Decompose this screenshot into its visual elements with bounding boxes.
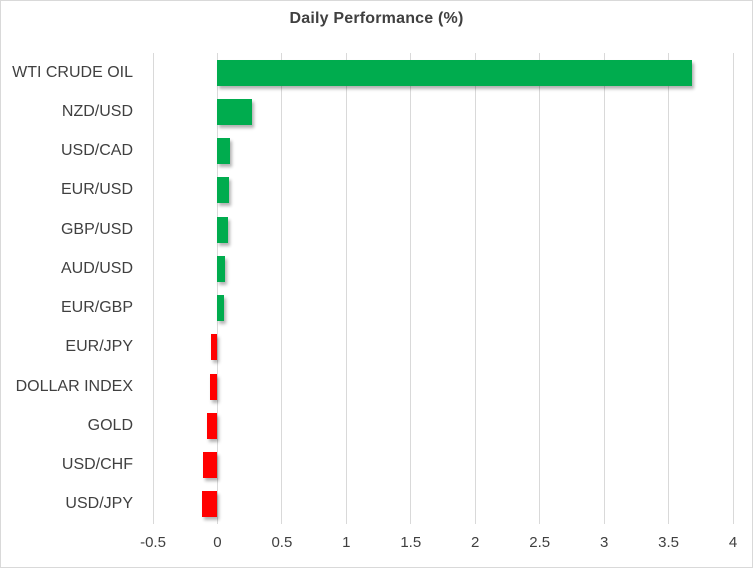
x-tick-label: 3 <box>599 534 609 551</box>
gridline-4 <box>732 53 734 524</box>
x-tick-label: 2.5 <box>529 534 551 551</box>
x-tick-label: 0 <box>213 534 222 551</box>
x-tick-label: -0.5 <box>140 534 166 551</box>
gridline-1-5 <box>410 53 412 524</box>
gridline-3-5 <box>668 53 670 524</box>
category-label-nzd-usd: NZD/USD <box>61 102 133 120</box>
x-tick-label: 1 <box>342 534 351 551</box>
bar-aud-usd <box>217 255 226 282</box>
x-tick-label: 0.5 <box>271 534 293 551</box>
value-axis: -0.5 0 0.5 1 1.5 2 2.5 3 3.5 4 <box>140 534 737 554</box>
category-label-gold: GOLD <box>87 416 133 434</box>
gridline-0 <box>216 53 218 524</box>
bar-gbp-usd <box>217 216 228 243</box>
bar-eur-usd <box>217 177 230 204</box>
category-label-eur-gbp: EUR/GBP <box>60 299 133 317</box>
chart-title: Daily Performance (%) <box>289 10 464 27</box>
category-label-eur-jpy: EUR/JPY <box>65 338 133 356</box>
gridline-2-5 <box>539 53 541 524</box>
bar-eur-gbp <box>217 295 224 322</box>
category-label-usd-chf: USD/CHF <box>61 456 133 474</box>
bar-dollar-index <box>209 373 218 400</box>
category-label-aud-usd: AUD/USD <box>60 259 133 277</box>
bar-nzd-usd <box>217 98 253 125</box>
gridline-2 <box>474 53 476 524</box>
bar-gold <box>207 412 218 439</box>
category-label-dollar-index: DOLLAR INDEX <box>15 377 133 395</box>
bar-usd-cad <box>217 138 231 165</box>
bar-eur-jpy <box>211 334 218 361</box>
category-label-wti-crude-oil: WTI CRUDE OIL <box>12 63 133 81</box>
plot-area <box>152 53 734 524</box>
x-tick-label: 2 <box>471 534 480 551</box>
x-tick-label: 3.5 <box>658 534 679 551</box>
category-label-usd-cad: USD/CAD <box>60 142 133 160</box>
gridline--0-5 <box>152 53 154 524</box>
gridline-1 <box>345 53 347 524</box>
bar-usd-jpy <box>201 491 218 518</box>
category-label-usd-jpy: USD/JPY <box>65 495 133 513</box>
x-tick-label: 4 <box>728 534 738 551</box>
category-label-eur-usd: EUR/USD <box>60 181 133 199</box>
category-axis: WTI CRUDE OIL NZD/USD USD/CAD EUR/USD GBP/US… <box>1 53 133 524</box>
x-tick-label: 1.5 <box>400 534 422 551</box>
bar-usd-chf <box>203 452 218 479</box>
gridline-3 <box>603 53 605 524</box>
gridline-0-5 <box>281 53 283 524</box>
category-label-gbp-usd: GBP/USD <box>60 220 133 238</box>
bar-wti-crude-oil <box>217 59 692 86</box>
